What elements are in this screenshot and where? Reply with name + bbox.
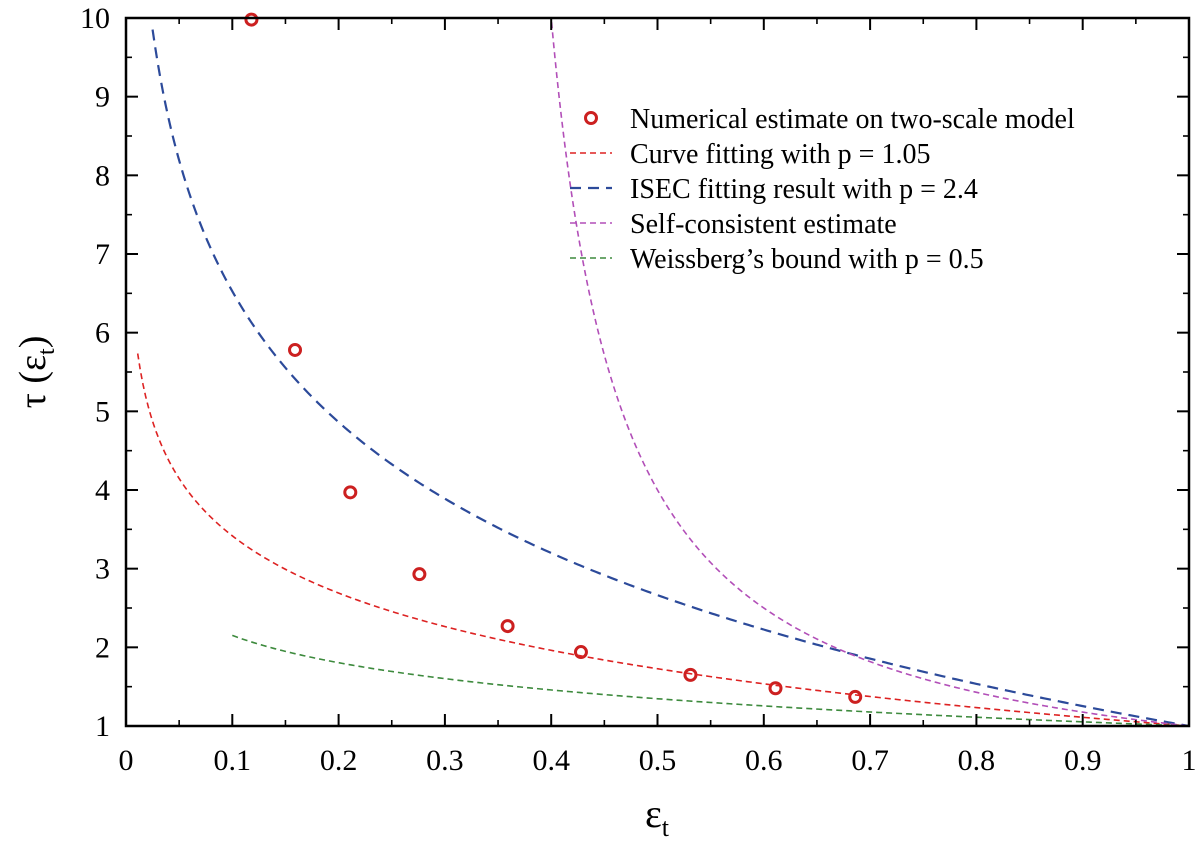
series-line-weissberg — [232, 634, 1190, 727]
legend-label-weissberg: Weissberg’s bound with p = 0.5 — [630, 244, 984, 275]
series-layer — [136, 12, 1190, 728]
y-axis-label-subscript: t — [34, 348, 60, 355]
y-tick-label: 9 — [95, 81, 110, 114]
x-tick-label: 0.9 — [1064, 744, 1102, 777]
legend-label-curve_fit: Curve fitting with p = 1.05 — [630, 139, 930, 170]
y-tick-label: 2 — [95, 631, 110, 664]
x-tick-label: 0 — [119, 744, 134, 777]
data-point-numerical — [343, 485, 358, 500]
x-tick-label: 0.2 — [320, 744, 358, 777]
legend-marker-numerical — [584, 111, 598, 125]
x-tick-label: 1 — [1182, 744, 1197, 777]
y-tick-label: 6 — [95, 317, 110, 350]
data-point-numerical — [683, 667, 698, 682]
y-tick-label: 1 — [95, 710, 110, 743]
tick-layer: 0 0.1 0.2 0.3 0.4 0.5 0.6 0.7 0.8 0.9 1 1 2 3 4 5 6 7 8 9 10 — [80, 2, 1197, 777]
data-point-numerical — [500, 619, 515, 634]
x-tick-label: 0.4 — [532, 744, 570, 777]
y-tick-label: 5 — [95, 395, 110, 428]
data-point-numerical — [848, 689, 863, 704]
data-point-numerical — [288, 342, 303, 357]
data-point-numerical — [412, 567, 427, 582]
y-tick-label: 8 — [95, 159, 110, 192]
y-tick-label: 3 — [95, 553, 110, 586]
y-axis-label-main: τ (ε — [12, 355, 54, 408]
legend-label-numerical: Numerical estimate on two-scale model — [630, 104, 1075, 135]
x-axis-label: εt — [645, 791, 670, 842]
data-point-numerical — [573, 645, 588, 660]
data-point-numerical — [244, 12, 259, 27]
y-tick-label: 10 — [80, 2, 110, 35]
y-tick-label: 7 — [95, 238, 110, 271]
x-tick-label: 0.8 — [958, 744, 996, 777]
x-tick-label: 0.1 — [214, 744, 252, 777]
data-point-numerical — [768, 681, 783, 696]
x-axis-label-subscript: t — [662, 813, 670, 842]
legend-label-self_consistent: Self-consistent estimate — [630, 209, 897, 240]
x-tick-label: 0.6 — [745, 744, 783, 777]
series-line-curve_fit — [136, 353, 1190, 727]
x-tick-label: 0.7 — [851, 744, 889, 777]
x-tick-label: 0.3 — [426, 744, 464, 777]
legend: Numerical estimate on two-scale model Cur… — [570, 104, 1075, 275]
y-tick-label: 4 — [95, 474, 110, 507]
x-axis-label-main: ε — [645, 791, 662, 836]
x-tick-label: 0.5 — [639, 744, 677, 777]
plot-background — [126, 18, 1189, 726]
y-axis-label: τ (εt) — [12, 336, 60, 409]
y-axis-label-close: ) — [12, 336, 54, 349]
legend-label-isec: ISEC fitting result with p = 2.4 — [630, 174, 978, 205]
series-line-self_consistent — [550, 22, 1190, 727]
